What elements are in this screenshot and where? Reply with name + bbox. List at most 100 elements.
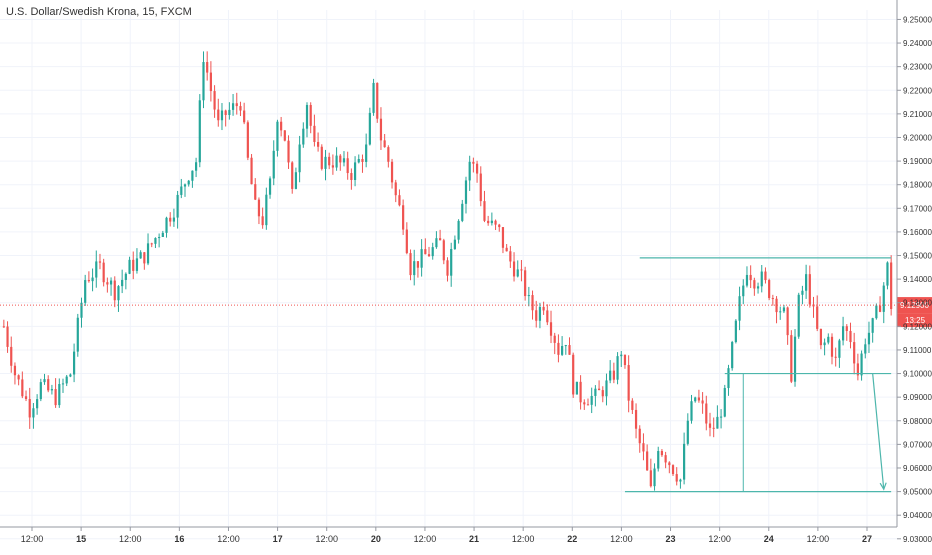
candle-body (749, 274, 752, 281)
candle-body (368, 112, 371, 145)
annotations[interactable]: 9.12900 13:25 (0, 257, 932, 493)
candle-body (561, 346, 564, 355)
x-tick-label: 27 (862, 534, 872, 544)
candle-body (793, 336, 797, 382)
candle-body (350, 173, 353, 180)
candle-body (335, 155, 338, 168)
candle-body (95, 261, 98, 278)
candle-body (183, 184, 187, 187)
target-arrow (872, 373, 885, 490)
candle-body (231, 103, 235, 110)
candle-body (549, 322, 553, 336)
x-tick-label: 12:00 (610, 534, 633, 544)
candle-body (512, 261, 516, 277)
y-tick-label: 9.18000 (903, 181, 932, 190)
candle-body (150, 243, 153, 245)
candle-body (117, 286, 120, 301)
x-tick-label: 12:00 (807, 534, 830, 544)
y-tick-label: 9.05000 (903, 488, 932, 497)
candle-body (331, 165, 334, 168)
candle-body (609, 370, 612, 381)
candle-body (479, 173, 482, 202)
candle-body (660, 451, 664, 456)
candle-body (782, 307, 786, 312)
candle-body (468, 161, 471, 181)
x-tick-label: 12:00 (708, 534, 731, 544)
candle-body (579, 381, 582, 403)
candle-body (723, 388, 726, 417)
candle-body (712, 427, 715, 429)
candle-body (886, 262, 889, 286)
candle-body (431, 247, 434, 257)
y-tick-label: 9.19000 (903, 157, 932, 166)
candle-body (853, 342, 856, 364)
candle-body (738, 296, 741, 321)
candle-body (106, 282, 109, 285)
candle-body (657, 451, 660, 469)
candle-body (808, 274, 811, 305)
candle-body (838, 340, 841, 358)
candle-body (328, 156, 331, 166)
candle-body (590, 395, 593, 405)
candle-body (490, 220, 493, 224)
candle-body (871, 318, 874, 333)
x-tick-label: 15 (76, 534, 86, 544)
candle-body (546, 310, 549, 323)
grid (0, 10, 897, 540)
candle-body (509, 251, 512, 262)
candle-body (442, 240, 445, 261)
candle-body (845, 326, 848, 331)
x-tick-label: 17 (273, 534, 283, 544)
candle-body (631, 400, 634, 410)
candle-body (708, 423, 712, 428)
candle-body (268, 178, 272, 195)
candle-body (801, 290, 804, 295)
candle-body (372, 82, 375, 113)
candle-body (597, 388, 601, 391)
candle-body (627, 365, 630, 401)
candle-body (501, 227, 505, 248)
candle-body (790, 335, 793, 382)
candle-body (250, 157, 253, 185)
candle-body (439, 238, 442, 241)
x-tick-label: 24 (764, 534, 774, 544)
candle-body (84, 280, 87, 303)
candle-body (734, 320, 737, 343)
candle-body (420, 249, 423, 268)
candle-body (494, 220, 497, 225)
candle-body (365, 144, 368, 162)
y-tick-label: 9.13000 (903, 299, 932, 308)
candle-body (158, 237, 161, 239)
candle-body (36, 399, 39, 409)
candle-body (768, 280, 771, 299)
candle-body (487, 220, 490, 224)
candle-body (102, 262, 105, 283)
candle-body (805, 274, 808, 291)
candle-body (339, 155, 342, 163)
candle-body (398, 195, 401, 206)
candle-body (294, 172, 298, 189)
candle-body (823, 342, 826, 346)
candle-body (239, 106, 242, 111)
candle-body (690, 401, 693, 421)
candle-body (646, 451, 649, 471)
candle-body (623, 354, 627, 366)
candle-body (475, 163, 479, 174)
x-tick-label: 16 (174, 534, 184, 544)
candle-body (612, 370, 615, 380)
candle-body (161, 232, 164, 238)
candle-body (47, 379, 50, 391)
candle-body (320, 146, 323, 169)
y-tick-label: 9.14000 (903, 275, 932, 284)
candle-body (61, 383, 65, 385)
candle-body (716, 416, 719, 429)
x-tick-label: 12:00 (512, 534, 535, 544)
candle-body (860, 353, 863, 376)
candle-body (235, 103, 238, 107)
candle-body (139, 252, 142, 259)
candle-body (564, 345, 567, 347)
candle-body (583, 402, 586, 405)
candle-body (6, 326, 9, 347)
